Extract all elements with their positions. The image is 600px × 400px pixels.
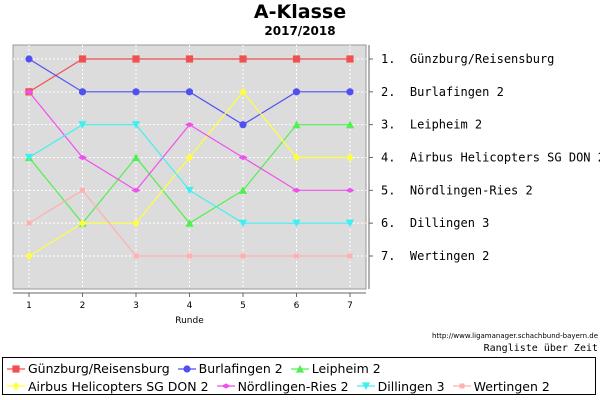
legend-label: Airbus Helicopters SG DON 2 bbox=[28, 378, 209, 394]
legend-label: Wertingen 2 bbox=[473, 378, 550, 394]
data-point bbox=[25, 251, 33, 261]
data-point bbox=[238, 219, 248, 228]
x-tick-label: 2 bbox=[80, 301, 86, 311]
data-point bbox=[346, 55, 354, 63]
legend-symbol bbox=[12, 381, 20, 391]
data-point bbox=[345, 120, 355, 129]
data-point bbox=[24, 153, 34, 162]
x-tick-label: 5 bbox=[240, 301, 246, 311]
x-tick-label: 3 bbox=[133, 301, 139, 311]
data-point bbox=[187, 253, 192, 259]
data-point bbox=[292, 88, 301, 96]
data-point bbox=[292, 55, 301, 63]
legend-marker bbox=[177, 364, 196, 373]
data-point bbox=[78, 219, 87, 228]
data-point bbox=[291, 187, 302, 193]
chart-caption: Rangliste über Zeit bbox=[483, 343, 598, 354]
legend-item: Leipheim 2 bbox=[290, 360, 381, 377]
legend-item: Burlafingen 2 bbox=[177, 360, 283, 377]
legend-item: Wertingen 2 bbox=[452, 378, 550, 395]
data-point bbox=[131, 187, 141, 193]
legend-symbol bbox=[361, 382, 370, 391]
data-point bbox=[292, 120, 301, 129]
data-point bbox=[294, 253, 299, 259]
legend-marker bbox=[7, 364, 25, 373]
data-point bbox=[77, 154, 88, 161]
chart-subtitle: 2017/2018 bbox=[264, 24, 336, 38]
chart-title: A-Klasse bbox=[253, 1, 347, 23]
data-point bbox=[80, 187, 85, 193]
legend-item: Günzburg/Reisensburg bbox=[7, 360, 170, 377]
legend-label: Leipheim 2 bbox=[311, 361, 381, 376]
legend-item: Dillingen 3 bbox=[356, 378, 445, 395]
right-axis-label: 6. Dillingen 3 bbox=[381, 216, 489, 230]
data-point bbox=[78, 55, 87, 63]
right-axis-label: 1. Günzburg/Reisensburg bbox=[381, 52, 554, 66]
data-point bbox=[132, 219, 140, 228]
data-point bbox=[24, 89, 34, 95]
data-point bbox=[185, 88, 194, 96]
legend-label: Dillingen 3 bbox=[377, 378, 445, 394]
x-tick-label: 6 bbox=[294, 301, 300, 311]
data-point bbox=[292, 219, 301, 228]
right-axis-label: 3. Leipheim 2 bbox=[381, 118, 482, 132]
right-axis-label: 2. Burlafingen 2 bbox=[381, 85, 504, 99]
legend-symbol bbox=[295, 364, 304, 373]
legend-symbol bbox=[220, 383, 231, 389]
data-point bbox=[185, 219, 194, 227]
legend-symbol bbox=[183, 364, 191, 373]
data-point bbox=[292, 153, 301, 162]
legend-item: Nördlingen-Ries 2 bbox=[216, 378, 349, 395]
data-point bbox=[184, 122, 195, 128]
x-axis-label: Runde bbox=[175, 316, 204, 326]
legend-label: Günzburg/Reisensburg bbox=[28, 361, 170, 376]
data-point bbox=[78, 88, 87, 96]
data-point bbox=[239, 87, 247, 96]
data-point bbox=[26, 220, 32, 226]
data-point bbox=[347, 253, 353, 259]
data-point bbox=[132, 88, 140, 96]
legend-label: Burlafingen 2 bbox=[198, 361, 283, 376]
x-tick-label: 1 bbox=[26, 301, 32, 311]
data-point bbox=[346, 153, 354, 162]
data-point bbox=[345, 187, 355, 193]
data-point bbox=[132, 55, 140, 63]
right-axis-label: 5. Nördlingen-Ries 2 bbox=[381, 183, 533, 197]
legend-marker bbox=[290, 364, 309, 373]
legend-label: Nördlingen-Ries 2 bbox=[237, 378, 349, 394]
data-point bbox=[185, 55, 194, 63]
data-point bbox=[131, 121, 141, 129]
data-point bbox=[238, 186, 248, 194]
data-point bbox=[25, 55, 33, 63]
legend-item: Airbus Helicopters SG DON 2 bbox=[7, 378, 209, 395]
legend-marker bbox=[216, 383, 235, 389]
data-point bbox=[239, 121, 247, 129]
data-point bbox=[240, 253, 246, 259]
data-point bbox=[345, 219, 355, 228]
chart-legend: Günzburg/Reisensburg Burlafingen 2 Leiphei… bbox=[2, 357, 596, 395]
x-tick-label: 7 bbox=[347, 301, 353, 311]
legend-symbol bbox=[459, 383, 465, 389]
legend-marker bbox=[452, 383, 471, 389]
data-point bbox=[78, 121, 87, 129]
data-point bbox=[185, 186, 194, 195]
data-point bbox=[239, 55, 247, 63]
x-tick-label: 4 bbox=[187, 301, 193, 311]
legend-marker bbox=[7, 381, 25, 391]
data-point bbox=[131, 153, 141, 162]
data-point bbox=[133, 253, 139, 259]
data-point bbox=[346, 88, 354, 96]
right-axis-label: 4. Airbus Helicopters SG DON 2 bbox=[381, 151, 600, 165]
right-axis-label: 7. Wertingen 2 bbox=[381, 249, 489, 263]
legend-symbol bbox=[12, 364, 20, 373]
legend-marker bbox=[356, 382, 375, 391]
line-chart: 1 2 3 4 5 6 7 Runde 1. Günzburg/Reisensburg 2. Bu… bbox=[12, 44, 600, 326]
data-point bbox=[185, 153, 194, 162]
data-point bbox=[238, 154, 248, 161]
source-url: http://www.ligamanager.schachbund-bayern… bbox=[431, 332, 598, 340]
